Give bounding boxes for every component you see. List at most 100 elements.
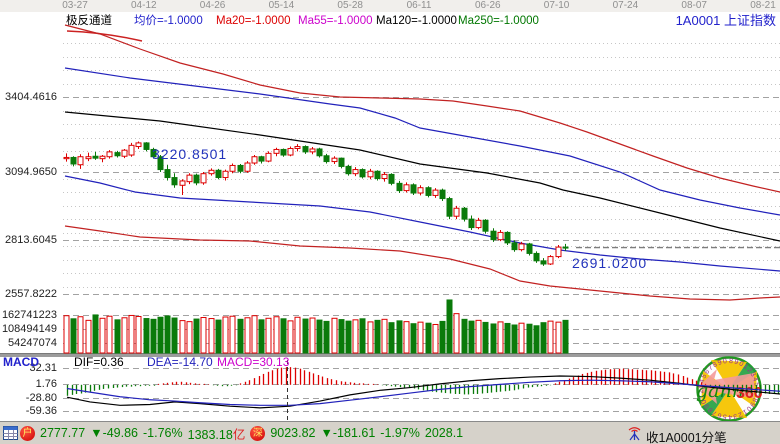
status-bar: 户 2777.77 ▼-49.86 -1.76% 1383.18亿 深 9023… [0, 421, 780, 444]
volume-bar [200, 317, 207, 354]
volume-bar [345, 320, 352, 354]
candle [323, 155, 330, 163]
candle [77, 156, 84, 166]
volume-bar [135, 315, 142, 354]
shenzhen-badge[interactable]: 深 [250, 425, 266, 441]
volume-bar [294, 316, 301, 354]
volume-bar [258, 319, 265, 354]
dif-line [66, 375, 780, 409]
candle [251, 156, 258, 164]
price-axis-label: 3404.4616 [5, 91, 57, 103]
candle [453, 207, 460, 217]
dif-value: DIF=0.36 [74, 355, 124, 369]
candle [114, 152, 121, 157]
volume-bar [381, 318, 388, 354]
candle [338, 157, 345, 167]
candle [359, 169, 366, 178]
candle [352, 169, 359, 175]
sz-pct: -1.97% [380, 426, 420, 440]
volume-bar [359, 318, 366, 354]
date-tick: 07-24 [612, 0, 639, 11]
candle [193, 174, 200, 184]
volume-bar [504, 322, 511, 354]
candle [417, 187, 424, 194]
candle [106, 151, 113, 158]
grid-view-icon[interactable] [3, 426, 18, 440]
candle [497, 231, 504, 241]
volume-bar [237, 318, 244, 354]
volume-bar [251, 315, 258, 354]
indicator-name[interactable]: 极反通道 [66, 15, 112, 27]
volume-bar [171, 317, 178, 354]
volume-bar [367, 321, 374, 354]
date-tick: 08-21 [750, 0, 776, 11]
indicator-header: 极反通道 均价=-1.0000 Ma20=-1.0000 Ma55=-1.000… [0, 12, 780, 30]
volume-bar [555, 321, 562, 354]
channel-line-lower_blue [64, 175, 780, 272]
volume-bar [114, 319, 121, 354]
candle [425, 187, 432, 196]
candle [179, 180, 186, 186]
annotation-low: 2691.0200 [572, 255, 648, 271]
candle [229, 164, 236, 172]
volume-bar [562, 319, 569, 354]
shanghai-badge[interactable]: 户 [20, 425, 35, 441]
candle [63, 156, 70, 160]
annotation-high: 3220.8501 [152, 146, 228, 162]
feed-status-label: 收1A0001分笔 [646, 431, 727, 444]
candle [410, 184, 417, 194]
volume-bar [70, 318, 77, 354]
volume-bar [186, 321, 193, 354]
volume-bar [490, 323, 497, 354]
sh-pct: -1.76% [143, 426, 183, 440]
dea-line [66, 379, 780, 406]
candle [280, 148, 287, 156]
volume-bar [352, 319, 359, 354]
volume-bar [85, 319, 92, 354]
candle [468, 218, 475, 229]
volume-bar [446, 299, 453, 354]
candle [186, 174, 193, 183]
candle [316, 148, 323, 157]
date-tick: 06-11 [406, 0, 432, 11]
candle [504, 231, 511, 244]
volume-bar [540, 322, 547, 354]
avg-price-value: 均价=-1.0000 [134, 15, 203, 27]
volume-bar [316, 319, 323, 354]
sh-amount: 1383.18 [187, 427, 233, 442]
macd-axis-label: -59.36 [25, 405, 57, 417]
volume-bar [518, 322, 525, 354]
volume-bar [461, 318, 468, 354]
candle [237, 164, 244, 172]
channel-line-mid_black [64, 111, 780, 242]
symbol-title: 1A0001 上证指数 [675, 13, 776, 28]
candle [200, 173, 207, 184]
candle [388, 173, 395, 184]
volume-bar [511, 324, 518, 354]
volume-bar [106, 315, 113, 354]
antenna-icon [628, 427, 641, 441]
candle [518, 243, 525, 251]
ma20-value: Ma20=-1.0000 [216, 15, 291, 27]
date-tick: 08-07 [681, 0, 707, 11]
macd-panel-label[interactable]: MACD [3, 355, 39, 369]
volume-bar [143, 318, 150, 354]
candle [85, 156, 92, 160]
candle [258, 156, 265, 162]
date-tick: 06-26 [475, 0, 501, 11]
candle [461, 207, 468, 220]
candle [533, 252, 540, 262]
date-tick: 04-26 [199, 0, 226, 11]
candle [265, 152, 272, 162]
volume-bar [396, 320, 403, 354]
channel-line-upper_blue [64, 67, 780, 216]
volume-bar [547, 320, 554, 354]
down-arrow-icon: ▼ [320, 426, 333, 440]
volume-bar [526, 323, 533, 354]
candle [475, 219, 482, 229]
price-axis-label: 3094.9650 [5, 166, 57, 178]
candle [287, 147, 294, 156]
volume-axis-label: 108494149 [1, 323, 57, 335]
